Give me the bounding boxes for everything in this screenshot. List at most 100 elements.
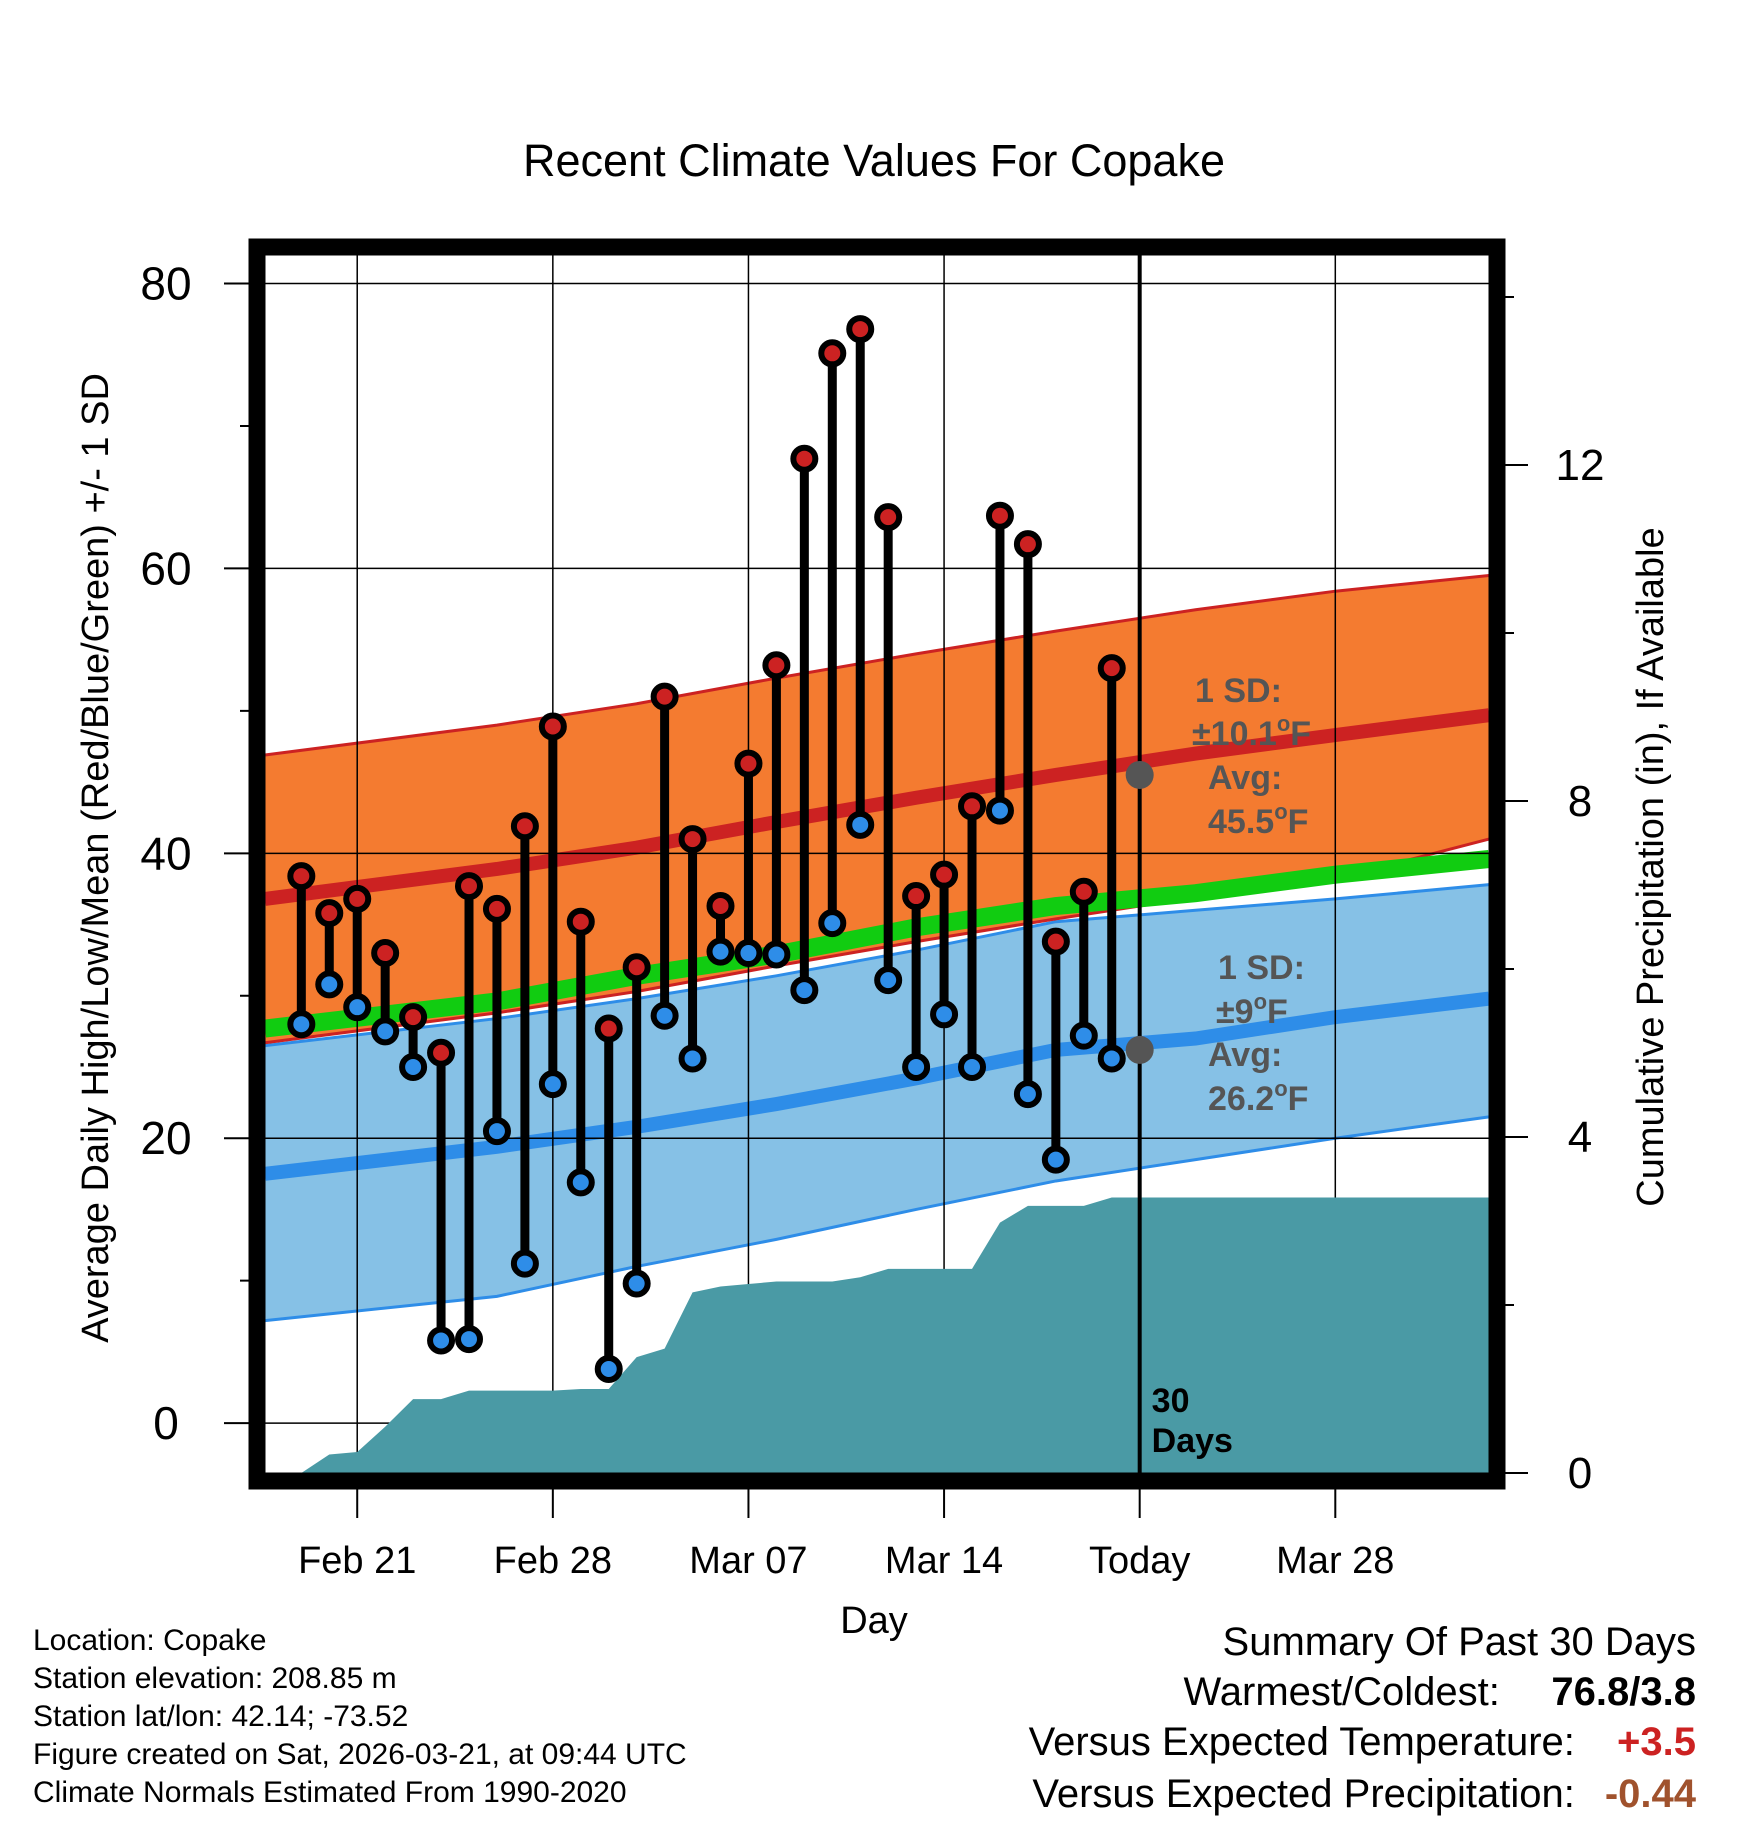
normal-low-sd-label: 1 SD: bbox=[1218, 949, 1305, 987]
days-count-label: 30 bbox=[1152, 1382, 1190, 1420]
temp-label: Versus Expected Temperature: bbox=[1028, 1720, 1575, 1764]
normal-low-avg-label: Avg: bbox=[1208, 1036, 1282, 1074]
high-temp-marker bbox=[678, 825, 707, 854]
x-tick-label: Mar 28 bbox=[1276, 1540, 1394, 1582]
high-temp-marker bbox=[455, 872, 483, 901]
y-axis-right: 0 4 8 12 bbox=[1497, 296, 1605, 1498]
high-temp-marker bbox=[427, 1038, 456, 1067]
x-tick-label: Feb 21 bbox=[298, 1540, 416, 1582]
high-temp-marker bbox=[482, 894, 511, 923]
location-text: Location: Copake bbox=[33, 1624, 267, 1657]
low-temp-marker bbox=[455, 1325, 483, 1354]
y2-tick-label: 4 bbox=[1568, 1113, 1592, 1162]
normal-high-sd-value: ±10.1oF bbox=[1192, 711, 1311, 753]
low-temp-marker bbox=[678, 1044, 707, 1073]
low-temp-marker bbox=[594, 1355, 623, 1384]
low-temp-marker bbox=[427, 1326, 456, 1355]
y-axis-label: Average Daily High/Low/Mean (Red/Blue/Gr… bbox=[75, 373, 117, 1343]
low-temp-marker bbox=[650, 1001, 679, 1030]
high-temp-marker bbox=[538, 712, 567, 741]
x-tick-label: Feb 28 bbox=[494, 1540, 612, 1582]
x-tick-label: Mar 07 bbox=[689, 1540, 807, 1582]
high-temp-marker bbox=[371, 939, 400, 968]
low-temp-marker bbox=[371, 1017, 400, 1046]
warmest-value: 76.8/3.8 bbox=[1551, 1670, 1696, 1714]
high-temp-marker bbox=[762, 651, 791, 680]
y-tick-label: 20 bbox=[140, 1112, 191, 1164]
high-temp-marker bbox=[510, 812, 539, 841]
high-temp-marker bbox=[790, 444, 819, 473]
high-temp-marker bbox=[399, 1003, 428, 1032]
precip-value: -0.44 bbox=[1604, 1772, 1696, 1816]
low-temp-marker bbox=[343, 993, 372, 1022]
low-temp-marker bbox=[846, 810, 875, 839]
y-tick-label: 0 bbox=[153, 1397, 179, 1449]
low-temp-marker bbox=[706, 937, 735, 966]
low-temp-marker bbox=[538, 1070, 567, 1099]
y2-axis-label: Cumulative Precipitation (in), If Availa… bbox=[1630, 527, 1672, 1206]
normals-text: Climate Normals Estimated From 1990-2020 bbox=[33, 1776, 627, 1809]
high-temp-marker bbox=[958, 792, 987, 821]
low-temp-marker bbox=[734, 939, 763, 968]
low-temp-marker bbox=[930, 1000, 959, 1029]
low-temp-marker bbox=[762, 940, 791, 969]
low-temp-marker bbox=[874, 966, 903, 995]
high-temp-marker bbox=[566, 907, 595, 936]
station-info: Location: Copake Station elevation: 208.… bbox=[33, 1622, 687, 1812]
low-temp-marker bbox=[790, 976, 819, 1005]
normal-low-sd-value: ±9oF bbox=[1216, 989, 1288, 1031]
low-temp-marker bbox=[985, 796, 1014, 825]
low-temp-marker bbox=[399, 1053, 428, 1081]
normal-high-mean-line bbox=[264, 708, 1490, 906]
normal-high-avg-value: 45.5oF bbox=[1208, 799, 1308, 841]
normal-high-today-dot bbox=[1125, 760, 1154, 789]
precipitation-fill bbox=[301, 1197, 1490, 1473]
normal-low-today-dot bbox=[1125, 1035, 1154, 1064]
y-tick-label: 60 bbox=[140, 542, 191, 594]
high-temp-marker bbox=[930, 860, 959, 889]
summary-warmest-row: Warmest/Coldest: 76.8/3.8 bbox=[1184, 1670, 1697, 1715]
normal-low-avg-value: 26.2oF bbox=[1208, 1076, 1308, 1118]
low-temp-marker bbox=[287, 1010, 316, 1039]
daily-markers bbox=[287, 315, 1126, 1384]
high-temp-marker bbox=[874, 503, 903, 532]
x-tick-label: Today bbox=[1089, 1540, 1190, 1582]
low-temp-marker bbox=[902, 1053, 931, 1081]
normal-high-avg-label: Avg: bbox=[1208, 759, 1282, 797]
high-temp-marker bbox=[287, 862, 316, 891]
high-temp-marker bbox=[1069, 877, 1098, 906]
low-temp-marker bbox=[1041, 1145, 1070, 1174]
low-temp-marker bbox=[622, 1269, 651, 1298]
y-tick-label: 80 bbox=[140, 257, 191, 309]
x-axis-label: Day bbox=[840, 1600, 908, 1642]
low-temp-marker bbox=[958, 1053, 987, 1081]
precip-label: Versus Expected Precipitation: bbox=[1032, 1772, 1575, 1816]
latlon-text: Station lat/lon: 42.14; -73.52 bbox=[33, 1700, 409, 1733]
x-tick-label: Mar 14 bbox=[885, 1540, 1003, 1582]
high-temp-marker bbox=[818, 339, 847, 368]
high-temp-marker bbox=[343, 884, 372, 913]
low-temp-marker bbox=[566, 1168, 595, 1197]
warmest-label: Warmest/Coldest: bbox=[1183, 1670, 1500, 1714]
low-temp-marker bbox=[1069, 1021, 1098, 1050]
temp-value: +3.5 bbox=[1617, 1720, 1696, 1764]
high-temp-marker bbox=[594, 1014, 623, 1043]
high-temp-marker bbox=[846, 315, 875, 344]
normal-high-sd-label: 1 SD: bbox=[1195, 672, 1282, 710]
daily-range-bars bbox=[296, 329, 1117, 1370]
low-temp-marker bbox=[482, 1117, 511, 1146]
y2-tick-label: 12 bbox=[1556, 441, 1605, 490]
high-temp-marker bbox=[1097, 654, 1126, 683]
normal-low-band bbox=[265, 884, 1489, 1321]
high-temp-marker bbox=[650, 682, 679, 711]
high-temp-marker bbox=[902, 882, 931, 911]
y-axis-left: 0 20 40 60 80 bbox=[140, 257, 257, 1449]
high-temp-marker bbox=[622, 953, 651, 982]
x-axis: Feb 21 Feb 28 Mar 07 Mar 14 Today Mar 28 bbox=[298, 1489, 1394, 1582]
plot-frame bbox=[248, 238, 1506, 1490]
normal-low-lower-edge bbox=[264, 1115, 1490, 1323]
y2-tick-label: 8 bbox=[1568, 777, 1592, 826]
